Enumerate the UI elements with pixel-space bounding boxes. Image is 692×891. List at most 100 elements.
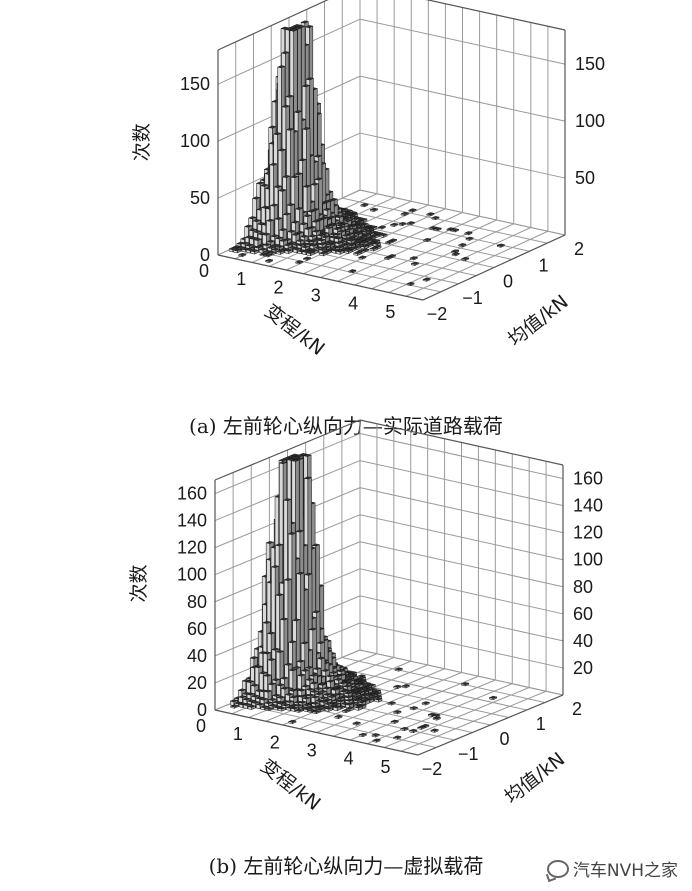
bar-top (409, 706, 419, 709)
bar-top (344, 695, 353, 699)
bar-top (401, 684, 411, 687)
bar-top (346, 679, 355, 682)
bar-top (341, 708, 351, 712)
bar-top (305, 687, 315, 691)
bar-top (322, 207, 332, 211)
bar-top (255, 702, 265, 706)
bar-top (262, 620, 272, 624)
bar-top (301, 84, 311, 88)
bar-top (358, 732, 368, 736)
bar-top (237, 688, 247, 692)
bar-top (258, 247, 268, 251)
bar-top (242, 703, 252, 706)
bar-top (261, 232, 271, 236)
box-edge (214, 709, 419, 756)
z-tick-label-left: 100 (177, 565, 207, 585)
bar-top (314, 177, 323, 181)
bar-top (297, 688, 307, 692)
bar-top (290, 456, 300, 460)
bar (410, 261, 420, 266)
bar-top (421, 701, 431, 704)
bar-top (282, 456, 291, 460)
z-tick-label-left: 40 (187, 646, 207, 666)
bar-top (317, 242, 327, 246)
x-axis-label: 变程/kN (260, 300, 328, 360)
bar-top (290, 706, 299, 710)
bar-top (427, 712, 437, 716)
bar-top (305, 77, 315, 81)
bar-top (398, 222, 407, 225)
bar (422, 277, 431, 282)
bar-top (281, 703, 291, 707)
bar-top (289, 28, 298, 32)
bar-top (288, 719, 297, 723)
bar (284, 248, 293, 255)
bar-top (246, 692, 256, 696)
bar-top (274, 217, 283, 220)
bar-top (295, 230, 305, 234)
bar-top (336, 669, 346, 673)
bar-top (302, 256, 312, 260)
bar-top (311, 610, 321, 614)
bar (408, 728, 418, 734)
bar-top (292, 666, 302, 669)
x-tick-label: 5 (381, 757, 391, 777)
bar-top (277, 65, 286, 69)
z-tick-label-right: 150 (575, 54, 605, 74)
chart-0-ticks: 0 1 2 3 4 5 −2 −1 0 1 2 0 50 100 150 50 100 150 (180, 54, 605, 324)
bar-top (260, 205, 270, 209)
bar-top (337, 229, 346, 233)
z-tick-label-left: 50 (190, 188, 210, 208)
bar (372, 738, 381, 743)
bar-top (317, 238, 326, 242)
bar (264, 707, 274, 712)
bar-top (254, 245, 263, 249)
bar-top (290, 453, 299, 457)
bar (353, 251, 362, 256)
bar-top (496, 243, 506, 247)
bar-top (296, 243, 306, 247)
y-tick-label: −1 (462, 288, 483, 308)
bar-top (301, 249, 311, 253)
bar-top (291, 458, 300, 462)
bar-top (275, 650, 285, 653)
bar-top (297, 694, 307, 698)
bar-top (308, 627, 318, 631)
bar-top (288, 688, 298, 692)
chart-1-ticks: 0 1 2 3 4 5 −2−1012020406080100120140160204060… (177, 469, 603, 779)
z-tick-label-left: 60 (187, 619, 207, 639)
bar (460, 682, 470, 687)
bar-top (371, 733, 380, 736)
bar-top (430, 728, 439, 732)
bar (334, 714, 343, 720)
bar-top (284, 662, 293, 666)
bar-top (339, 689, 349, 693)
bar-top (266, 631, 276, 635)
z-tick-label-right: 50 (575, 168, 595, 188)
box-edge (425, 0, 566, 31)
y-tick-label: 0 (499, 729, 509, 749)
bar-top (250, 694, 260, 698)
bar (264, 258, 274, 264)
z-tick-label-left: 140 (177, 511, 207, 531)
bar-top (285, 700, 295, 703)
bar (332, 705, 342, 712)
bar (465, 236, 474, 241)
bar (311, 709, 321, 715)
bar-top (333, 232, 343, 236)
bar-top (308, 239, 318, 243)
wechat-icon (546, 859, 569, 878)
bar-top (246, 699, 256, 703)
bar-top (305, 242, 314, 246)
bar-top (374, 231, 384, 235)
bar (230, 704, 239, 709)
bar-top (309, 673, 318, 677)
bar-top (250, 683, 260, 687)
bar-top (267, 250, 277, 254)
bar-top (284, 692, 294, 696)
bar-top (300, 668, 310, 672)
bar-top (359, 240, 369, 244)
chart-b-plot: 0 1 2 3 4 5 −2−1012020406080100120140160204060… (128, 419, 603, 815)
bar (247, 704, 256, 710)
